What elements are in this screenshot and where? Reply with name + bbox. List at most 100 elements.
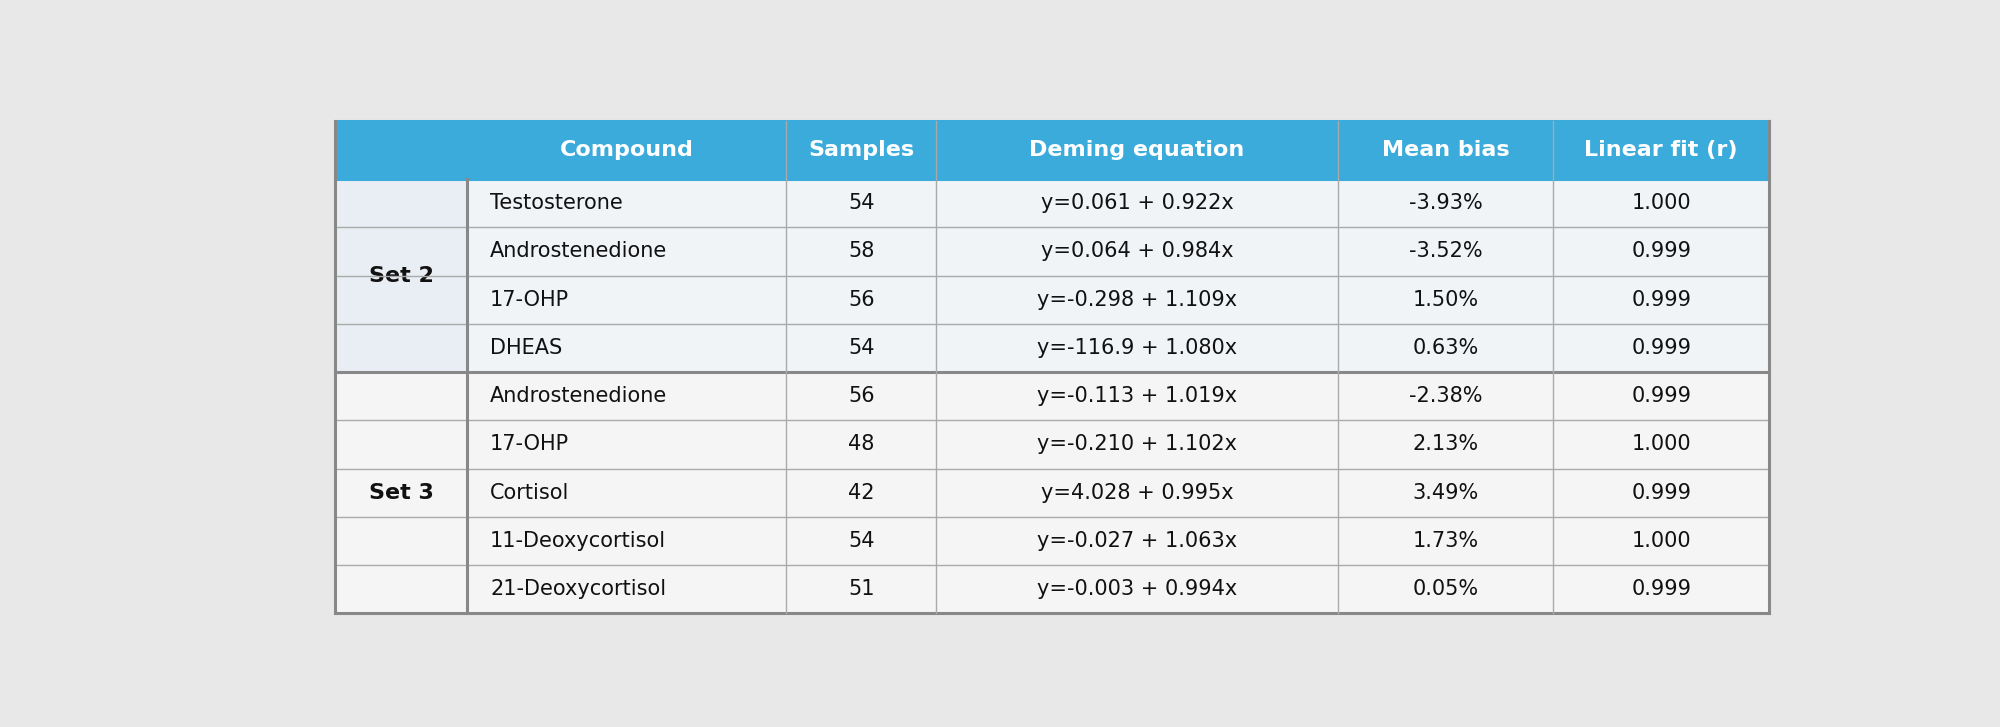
Bar [336, 420, 466, 469]
Bar [1338, 276, 1554, 324]
Bar [466, 469, 786, 517]
Text: y=-0.113 + 1.019x: y=-0.113 + 1.019x [1036, 386, 1238, 406]
Bar [466, 565, 786, 614]
Text: Set 2: Set 2 [368, 265, 434, 286]
Text: 17-OHP: 17-OHP [490, 289, 570, 310]
Bar [336, 372, 466, 420]
Bar [786, 179, 936, 228]
Text: 42: 42 [848, 483, 874, 503]
Text: 17-OHP: 17-OHP [490, 435, 570, 454]
Bar [936, 517, 1338, 565]
Bar [786, 372, 936, 420]
Bar [336, 469, 466, 517]
Bar [1338, 420, 1554, 469]
Bar [466, 276, 786, 324]
Bar [786, 469, 936, 517]
Bar [336, 179, 466, 372]
Text: 0.999: 0.999 [1632, 483, 1692, 503]
Bar [466, 228, 786, 276]
Bar [1554, 517, 1768, 565]
Text: Mean bias: Mean bias [1382, 140, 1510, 160]
Bar [936, 276, 1338, 324]
Text: -3.52%: -3.52% [1408, 241, 1482, 262]
Text: 0.999: 0.999 [1632, 241, 1692, 262]
Text: 0.999: 0.999 [1632, 386, 1692, 406]
Bar [936, 228, 1338, 276]
Text: 2.13%: 2.13% [1412, 435, 1478, 454]
Bar [786, 276, 936, 324]
Text: y=-0.027 + 1.063x: y=-0.027 + 1.063x [1036, 531, 1238, 551]
Text: DHEAS: DHEAS [490, 338, 562, 358]
Text: 1.50%: 1.50% [1412, 289, 1478, 310]
Text: Set 3: Set 3 [368, 483, 434, 503]
Bar [1338, 372, 1554, 420]
Bar [786, 517, 936, 565]
Text: 48: 48 [848, 435, 874, 454]
Text: y=-0.298 + 1.109x: y=-0.298 + 1.109x [1036, 289, 1238, 310]
Bar [936, 565, 1338, 614]
Text: Deming equation: Deming equation [1030, 140, 1244, 160]
Text: 0.999: 0.999 [1632, 289, 1692, 310]
Bar [336, 276, 466, 324]
Text: 1.000: 1.000 [1632, 531, 1692, 551]
Text: 54: 54 [848, 193, 874, 213]
Text: -2.38%: -2.38% [1408, 386, 1482, 406]
Bar [336, 121, 466, 179]
Bar [1554, 565, 1768, 614]
Text: 0.999: 0.999 [1632, 579, 1692, 599]
Text: 0.999: 0.999 [1632, 338, 1692, 358]
Text: Cortisol: Cortisol [490, 483, 570, 503]
Text: 1.73%: 1.73% [1412, 531, 1478, 551]
Bar [1554, 179, 1768, 228]
Bar [936, 469, 1338, 517]
Bar [786, 324, 936, 372]
Bar [336, 517, 466, 565]
Bar [1338, 565, 1554, 614]
Bar [936, 179, 1338, 228]
Bar [936, 420, 1338, 469]
Text: 54: 54 [848, 531, 874, 551]
Bar [786, 121, 936, 179]
Bar [1554, 372, 1768, 420]
Text: Samples: Samples [808, 140, 914, 160]
Text: 54: 54 [848, 338, 874, 358]
Bar [1338, 121, 1554, 179]
Text: y=0.064 + 0.984x: y=0.064 + 0.984x [1040, 241, 1234, 262]
Bar [1554, 228, 1768, 276]
Bar [336, 179, 466, 228]
Text: y=-0.003 + 0.994x: y=-0.003 + 0.994x [1036, 579, 1238, 599]
Bar [786, 565, 936, 614]
Bar [936, 324, 1338, 372]
Bar [1338, 517, 1554, 565]
Bar [1554, 324, 1768, 372]
Bar [936, 372, 1338, 420]
Text: 11-Deoxycortisol: 11-Deoxycortisol [490, 531, 666, 551]
Text: 21-Deoxycortisol: 21-Deoxycortisol [490, 579, 666, 599]
Text: y=4.028 + 0.995x: y=4.028 + 0.995x [1040, 483, 1234, 503]
Text: 51: 51 [848, 579, 874, 599]
Text: Compound: Compound [560, 140, 694, 160]
Text: 1.000: 1.000 [1632, 193, 1692, 213]
Text: Androstenedione: Androstenedione [490, 386, 668, 406]
Text: 0.63%: 0.63% [1412, 338, 1478, 358]
Bar [1554, 276, 1768, 324]
Text: y=0.061 + 0.922x: y=0.061 + 0.922x [1040, 193, 1234, 213]
Text: y=-0.210 + 1.102x: y=-0.210 + 1.102x [1038, 435, 1238, 454]
Text: y=-116.9 + 1.080x: y=-116.9 + 1.080x [1036, 338, 1238, 358]
Bar [466, 121, 786, 179]
Text: 56: 56 [848, 289, 874, 310]
Bar [1338, 179, 1554, 228]
Bar [336, 565, 466, 614]
Text: 0.05%: 0.05% [1412, 579, 1478, 599]
Bar [466, 324, 786, 372]
Bar [1338, 324, 1554, 372]
Bar [466, 517, 786, 565]
Bar [466, 420, 786, 469]
Bar [1554, 469, 1768, 517]
Bar [336, 228, 466, 276]
Bar [1554, 420, 1768, 469]
Bar [1338, 228, 1554, 276]
Bar [786, 228, 936, 276]
Text: Androstenedione: Androstenedione [490, 241, 668, 262]
Text: 56: 56 [848, 386, 874, 406]
